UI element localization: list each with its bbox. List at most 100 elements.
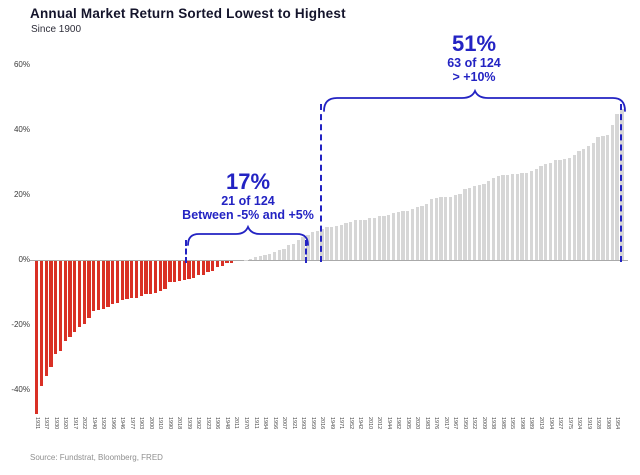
bar-1983 <box>425 203 429 260</box>
bar-1909 <box>401 211 405 260</box>
bar-1931 <box>35 261 39 415</box>
bar-2003 <box>515 174 519 260</box>
bar-1921 <box>291 244 296 260</box>
bar-1919 <box>586 146 591 260</box>
x-label-1921: 1921 <box>290 417 297 430</box>
bar-1948 <box>225 261 229 264</box>
bar-2005 <box>277 250 281 260</box>
bar-1962 <box>125 261 129 300</box>
bar-1989 <box>529 171 534 260</box>
x-label-1920: 1920 <box>62 417 69 430</box>
bar-2000 <box>149 261 153 294</box>
bar-1977 <box>130 261 134 299</box>
bar-1902 <box>196 261 201 276</box>
x-label-1956: 1956 <box>271 417 278 430</box>
bar-2002 <box>68 261 72 338</box>
x-label-2022: 2022 <box>81 417 88 430</box>
bar-1922 <box>472 186 477 260</box>
bar-2006 <box>382 215 386 260</box>
y-tick--40%: -40% <box>11 385 30 394</box>
annotation-high-range: > +10% <box>452 70 496 84</box>
x-label-1993: 1993 <box>300 417 307 430</box>
x-label-1952: 1952 <box>347 417 354 430</box>
x-label-1971: 1971 <box>338 417 345 430</box>
bar-1906 <box>215 261 220 268</box>
bar-1905 <box>406 210 410 260</box>
bar-1920 <box>63 261 67 341</box>
bar-1998 <box>520 173 524 260</box>
bar-2017 <box>444 196 448 260</box>
x-label-1910: 1910 <box>157 417 164 430</box>
bar-1954 <box>615 113 619 260</box>
x-label-1904: 1904 <box>547 417 554 430</box>
x-label-1977: 1977 <box>128 417 135 430</box>
x-label-2011: 2011 <box>233 417 240 429</box>
annotation-high-count: 63 of 124 <box>447 56 501 70</box>
annotation-high-group: 51% 63 of 124 > +10% <box>374 32 574 85</box>
bar-1944 <box>387 215 391 260</box>
dashed-line-mid-left <box>185 240 187 263</box>
bar-1915 <box>572 155 576 260</box>
bar-1986 <box>391 212 396 260</box>
x-label-1989: 1989 <box>528 417 535 430</box>
bar-1929 <box>101 261 105 309</box>
bar-1955 <box>510 174 515 260</box>
x-label-1923: 1923 <box>204 417 211 430</box>
bar-1969 <box>134 261 139 299</box>
bar-1937 <box>44 261 48 376</box>
bar-2016 <box>320 229 324 260</box>
bar-1967 <box>453 194 457 260</box>
x-label-2007: 2007 <box>281 417 288 430</box>
bar-1930 <box>54 261 58 354</box>
x-label-2018: 2018 <box>176 417 183 430</box>
bar-1963 <box>429 198 434 260</box>
x-label-1930: 1930 <box>52 417 59 430</box>
bar-1908 <box>605 134 610 260</box>
x-label-1967: 1967 <box>452 417 459 430</box>
bar-1946 <box>120 261 124 300</box>
curly-brace-high <box>323 88 626 112</box>
bar-1957 <box>106 261 110 308</box>
bar-1997 <box>563 159 567 260</box>
bar-1911 <box>253 256 258 260</box>
x-label-2017: 2017 <box>442 417 449 430</box>
x-label-1975: 1975 <box>566 417 573 430</box>
chart-subtitle: Since 1900 <box>31 24 82 35</box>
x-label-1944: 1944 <box>385 417 392 430</box>
bar-1952 <box>349 221 353 260</box>
bar-1990 <box>168 261 172 283</box>
curly-brace-mid <box>187 224 309 246</box>
bar-1917 <box>73 261 77 332</box>
x-label-1990: 1990 <box>166 417 173 430</box>
bar-1991 <box>506 174 510 260</box>
bar-2013 <box>544 163 548 260</box>
x-label-1984: 1984 <box>262 417 269 430</box>
source-attribution: Source: Fundstrat, Bloomberg, FRED <box>30 453 163 462</box>
x-label-2019: 2019 <box>538 417 544 430</box>
x-label-1949: 1949 <box>328 417 335 430</box>
bar-1960 <box>211 261 215 271</box>
dashed-line-high-right <box>620 104 622 262</box>
annotation-mid-count: 21 of 124 <box>221 194 275 208</box>
bar-1974 <box>58 261 63 351</box>
x-label-1938: 1938 <box>490 417 497 430</box>
bar-1999 <box>448 196 453 260</box>
bar-2001 <box>115 261 120 304</box>
bar-1941 <box>77 261 82 327</box>
bar-1973 <box>87 261 91 318</box>
bar-1982 <box>396 211 400 260</box>
bar-2008 <box>39 261 44 387</box>
bar-2015 <box>230 261 234 264</box>
bar-1912 <box>249 258 253 260</box>
bar-1985 <box>501 174 505 260</box>
x-label-1919: 1919 <box>585 417 592 430</box>
bar-1984 <box>263 255 267 260</box>
x-label-1948: 1948 <box>223 417 230 430</box>
x-label-2012: 2012 <box>376 417 383 430</box>
x-label-1931: 1931 <box>33 417 40 430</box>
bar-1975 <box>567 157 572 260</box>
bar-1994 <box>220 261 224 266</box>
x-label-2000: 2000 <box>147 417 154 430</box>
x-label-1954: 1954 <box>614 417 621 430</box>
y-tick--20%: -20% <box>11 320 30 329</box>
